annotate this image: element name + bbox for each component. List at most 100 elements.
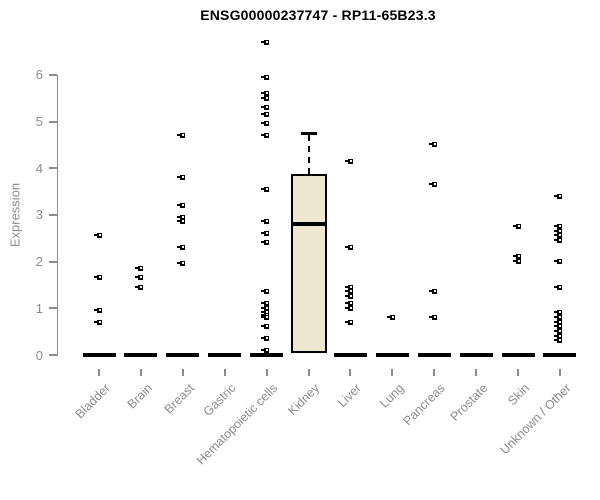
data-point — [135, 284, 144, 290]
zero-expression-bar — [501, 352, 535, 357]
data-point — [261, 289, 270, 295]
y-axis-tick-label: 2 — [35, 254, 43, 270]
zero-expression-bar — [82, 352, 116, 357]
data-point — [554, 329, 563, 335]
data-point — [554, 259, 563, 265]
x-axis-category-label: Brain — [124, 381, 155, 412]
data-point — [177, 175, 186, 181]
y-axis-tick — [48, 167, 57, 170]
data-point — [554, 284, 563, 290]
x-axis-category-label: Liver — [335, 381, 365, 411]
data-point — [177, 214, 186, 220]
data-point — [428, 182, 437, 188]
data-point — [554, 238, 563, 244]
data-point — [177, 245, 186, 251]
data-point — [261, 91, 270, 97]
data-point — [261, 121, 270, 127]
x-axis-category-label: Hematopoietic cells — [193, 381, 281, 468]
y-axis-tick-label: 3 — [35, 207, 43, 223]
data-point — [512, 224, 521, 230]
data-point — [261, 39, 270, 45]
boxplot-whisker-cap — [300, 131, 317, 135]
data-point — [554, 315, 563, 321]
data-point — [554, 224, 563, 230]
data-point — [554, 228, 563, 234]
x-axis-tick — [98, 369, 100, 376]
data-point — [428, 142, 437, 148]
data-point — [93, 233, 102, 239]
data-point — [554, 333, 563, 339]
data-point — [428, 289, 437, 295]
data-point — [135, 266, 144, 272]
data-point — [177, 219, 186, 225]
x-axis-tick — [475, 369, 478, 376]
data-point — [344, 305, 353, 311]
x-axis-tick — [558, 369, 561, 376]
y-axis-tick — [48, 260, 57, 263]
data-point — [554, 310, 563, 316]
x-axis-category-label: Lung — [376, 381, 407, 411]
data-point — [344, 245, 353, 251]
x-axis-category-label: Kidney — [285, 381, 323, 418]
data-point — [261, 324, 270, 330]
data-point — [344, 294, 353, 300]
data-point — [344, 301, 353, 307]
zero-expression-bar — [459, 352, 493, 357]
data-point — [261, 219, 270, 225]
x-axis-tick — [391, 369, 394, 376]
x-axis-tick — [307, 369, 310, 376]
data-point — [93, 308, 102, 314]
zero-expression-bar — [208, 352, 242, 357]
y-axis-tick-label: 6 — [35, 67, 43, 83]
x-axis-category-label: Bladder — [72, 381, 113, 422]
data-point — [261, 231, 270, 237]
x-axis-tick — [181, 369, 184, 376]
zero-expression-bar — [375, 352, 409, 357]
boxplot-box — [290, 173, 327, 353]
x-axis-tick — [349, 369, 352, 376]
data-point — [261, 74, 270, 80]
x-axis-category-label: Breast — [161, 381, 197, 417]
y-axis-tick — [48, 73, 57, 76]
data-point — [261, 105, 270, 111]
y-axis-line — [56, 74, 58, 357]
data-point — [261, 240, 270, 246]
data-point — [554, 319, 563, 325]
data-point — [554, 324, 563, 330]
data-point — [261, 186, 270, 192]
data-point — [386, 315, 395, 321]
data-point — [261, 336, 270, 342]
data-point — [261, 112, 270, 118]
data-point — [261, 315, 270, 321]
x-axis-tick — [265, 369, 268, 376]
data-point — [177, 203, 186, 209]
y-axis-tick — [48, 354, 57, 356]
data-point — [261, 347, 270, 353]
data-point — [512, 254, 521, 260]
x-axis-tick — [433, 369, 436, 376]
x-axis-tick — [517, 369, 519, 376]
data-point — [554, 233, 563, 239]
data-point — [261, 301, 270, 307]
data-point — [135, 275, 144, 281]
data-point — [428, 315, 437, 321]
x-axis-category-label: Pancreas — [400, 381, 449, 429]
data-point — [344, 158, 353, 164]
zero-expression-bar — [166, 352, 200, 357]
y-axis-tick-label: 1 — [35, 300, 43, 316]
data-point — [177, 133, 186, 139]
y-axis-tick — [48, 213, 57, 216]
data-point — [261, 305, 270, 311]
y-axis-tick — [48, 307, 57, 310]
data-point — [554, 193, 563, 199]
y-axis-tick-label: 0 — [35, 347, 43, 363]
x-axis-category-label: Prostate — [447, 381, 491, 424]
zero-expression-bar — [250, 352, 284, 357]
data-point — [554, 338, 563, 344]
chart-title: ENSG00000237747 - RP11-65B23.3 — [200, 7, 436, 23]
zero-expression-bar — [417, 352, 451, 357]
x-axis-tick — [223, 369, 226, 376]
y-axis-tick-label: 5 — [35, 114, 43, 130]
data-point — [93, 319, 102, 325]
boxplot-whisker — [307, 135, 310, 174]
